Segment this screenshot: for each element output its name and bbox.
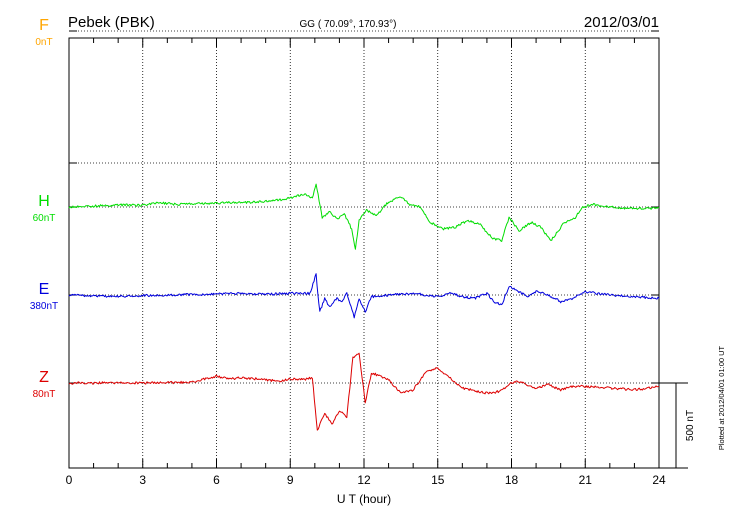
plot-frame (68, 37, 660, 469)
grid-lines (69, 30, 659, 468)
series-label-e: E (39, 281, 50, 298)
plotted-timestamp: Plotted at 2012/04/01 01:00 UT (717, 345, 726, 450)
x-tick-label: 3 (139, 473, 146, 487)
trace-h (68, 183, 660, 250)
x-tick-label: 6 (213, 473, 220, 487)
x-tick-labels: 0 3 6 9 12 15 18 21 24 (66, 473, 666, 487)
x-tick-label: 24 (652, 473, 666, 487)
trace-e (68, 273, 660, 319)
series-offset-e: 380nT (30, 301, 58, 312)
x-tick-label: 9 (287, 473, 294, 487)
scale-bar: 500 nT (659, 382, 696, 469)
x-tick-label: 21 (579, 473, 593, 487)
date-label: 2012/03/01 (584, 14, 659, 31)
series-label-f: F (39, 17, 49, 34)
series-offset-f: 0nT (35, 37, 52, 48)
x-tick-label: 15 (431, 473, 445, 487)
series-label-z: Z (39, 369, 49, 386)
station-title: Pebek (PBK) (68, 14, 155, 31)
scale-bar-label: 500 nT (685, 410, 696, 441)
series-label-h: H (38, 193, 50, 210)
x-tick-label: 0 (66, 473, 73, 487)
series-offset-z: 80nT (33, 389, 56, 400)
x-tick-label: 12 (357, 473, 371, 487)
x-axis-label: U T (hour) (337, 492, 391, 506)
series-labels: F 0nT H 60nT E 380nT Z 80nT (30, 17, 58, 400)
trace-z (68, 352, 660, 431)
coordinates-label: GG ( 70.09°, 170.93°) (300, 19, 397, 30)
axis-ticks (68, 30, 660, 468)
traces (68, 183, 660, 431)
x-tick-label: 18 (505, 473, 519, 487)
series-offset-h: 60nT (33, 213, 56, 224)
